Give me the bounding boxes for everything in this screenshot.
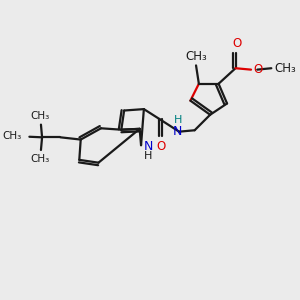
- Text: H: H: [173, 116, 182, 125]
- Text: O: O: [232, 38, 242, 50]
- Text: CH₃: CH₃: [30, 154, 50, 164]
- Text: CH₃: CH₃: [274, 62, 296, 75]
- Text: H: H: [144, 151, 152, 161]
- Text: O: O: [156, 140, 165, 153]
- Text: O: O: [253, 63, 262, 76]
- Text: N: N: [173, 125, 182, 138]
- Text: CH₃: CH₃: [185, 50, 207, 63]
- Text: N: N: [143, 140, 153, 153]
- Text: CH₃: CH₃: [30, 111, 50, 121]
- Text: CH₃: CH₃: [2, 131, 22, 141]
